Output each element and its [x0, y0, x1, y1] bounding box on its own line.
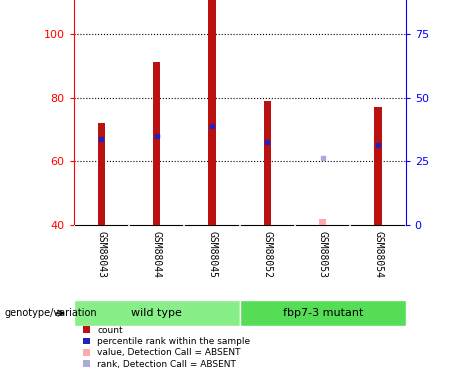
Text: GSM88053: GSM88053	[318, 231, 328, 278]
Bar	[319, 219, 326, 225]
Text: wild type: wild type	[131, 308, 182, 318]
Text: genotype/variation: genotype/variation	[5, 308, 97, 318]
Text: fbp7-3 mutant: fbp7-3 mutant	[283, 308, 363, 318]
Bar	[264, 101, 271, 225]
Bar	[208, 0, 216, 225]
Text: GSM88052: GSM88052	[262, 231, 272, 278]
Text: GSM88054: GSM88054	[373, 231, 383, 278]
Bar	[98, 123, 105, 225]
Text: GSM88043: GSM88043	[96, 231, 106, 278]
Bar	[74, 300, 240, 326]
Bar	[153, 62, 160, 225]
Text: GSM88044: GSM88044	[152, 231, 162, 278]
Bar	[240, 300, 406, 326]
Bar	[374, 107, 382, 225]
Text: GSM88045: GSM88045	[207, 231, 217, 278]
Legend: count, percentile rank within the sample, value, Detection Call = ABSENT, rank, : count, percentile rank within the sample…	[83, 326, 250, 369]
